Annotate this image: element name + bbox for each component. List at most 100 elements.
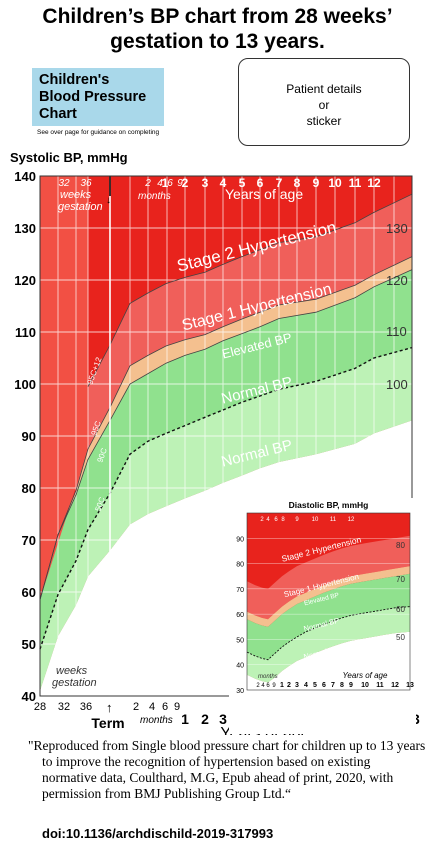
top-year-tick: 7 (276, 176, 283, 190)
year-tick: 2 (201, 711, 209, 727)
bottom-gestation-label: gestation (52, 677, 97, 689)
y-tick-label: 80 (22, 481, 36, 496)
right-reference-label: 130 (386, 221, 408, 236)
inset-year-tick: 4 (304, 682, 308, 689)
y-tick-label: 60 (22, 585, 36, 600)
year-tick: 3 (219, 711, 227, 727)
y-tick-label: 130 (14, 221, 36, 236)
top-year-tick: 9 (313, 176, 320, 190)
inset-year-tick: 11 (376, 682, 384, 689)
inset-year-tick: 5 (313, 682, 317, 689)
inset-year-tick: 3 (295, 682, 299, 689)
y-tick-label: 120 (14, 273, 36, 288)
inset-y-tick: 50 (236, 637, 244, 644)
chart-logo: Children's Blood Pressure Chart (32, 68, 164, 126)
patient-details-text: Patient details or sticker (286, 82, 362, 128)
top-year-tick: 2 (182, 176, 189, 190)
page-title: Children’s BP chart from 28 weeks’ gesta… (42, 5, 393, 53)
year-tick: 1 (181, 711, 189, 727)
inset-year-tick: 6 (322, 682, 326, 689)
y-tick-label: 50 (22, 637, 36, 652)
inset-year-tick: 9 (349, 682, 353, 689)
logo-guidance: See over page for guidance on completing (37, 129, 160, 136)
stage1-zone (40, 194, 412, 600)
series-95c12-line (87, 193, 413, 387)
bottom-months-label: months (140, 715, 173, 726)
y-tick-label: 140 (14, 169, 36, 184)
inset-year-tick: 10 (361, 682, 369, 689)
plot-frame (39, 175, 413, 697)
inset-top-tick: 2 (260, 517, 264, 523)
top-year-tick: 10 (328, 176, 342, 190)
top-month-tick: 9 (177, 178, 183, 189)
inset-year-tick: 2 (287, 682, 291, 689)
series-90c-line (39, 269, 413, 600)
y-axis-label: Systolic BP, mmHg (10, 150, 128, 165)
inset-x-axis-label: Years of age (343, 671, 388, 680)
inset-frame (246, 512, 411, 691)
citation: "Reproduced from Single blood pressure c… (28, 738, 428, 802)
inset-months-label: months (258, 674, 278, 680)
inset-year-tick: 8 (340, 682, 344, 689)
top-year-tick: 5 (239, 176, 246, 190)
series-95c-line (39, 256, 413, 600)
top-year-tick: 12 (367, 176, 381, 190)
gestation-tick: 28 (34, 701, 46, 713)
top-gestation-tick: 36 (80, 178, 92, 189)
inset-y-tick: 30 (236, 688, 244, 695)
inset-top-tick: 6 (274, 517, 278, 523)
logo-text: Children's Blood Pressure Chart (39, 72, 147, 122)
top-month-tick: 4 (157, 178, 163, 189)
inset-right-label: 50 (396, 633, 405, 642)
inset-stage1-zone (247, 535, 410, 620)
inset-month-tick: 6 (266, 683, 270, 689)
top-weeks-label: weeks (60, 189, 92, 201)
y-tick-label: 110 (15, 325, 36, 340)
y-tick-label: 70 (22, 533, 36, 548)
gestation-tick: 32 (58, 701, 70, 713)
inset-right-label: 80 (396, 541, 405, 550)
inset-series-50c-line (246, 606, 411, 661)
top-gestation-tick: 32 (58, 178, 70, 189)
top-year-tick: 3 (202, 176, 209, 190)
inset-y-tick: 60 (236, 612, 244, 619)
inset-year-tick: 1 (280, 682, 284, 689)
y-tick-label: 40 (22, 689, 36, 704)
y-tick-label: 100 (14, 377, 36, 392)
inset-year-tick: 12 (391, 682, 399, 689)
term-label: Term (91, 715, 124, 731)
normal-zone-lower (40, 347, 412, 691)
inset-normal-zone-lower (247, 606, 410, 683)
doi: doi:10.1136/archdischild-2019-317993 (42, 826, 274, 841)
inset-year-tick: 7 (331, 682, 335, 689)
top-months-label: months (138, 191, 171, 202)
term-arrow-tip: ↓ (106, 195, 111, 206)
inset-y-tick: 70 (236, 587, 244, 594)
inset-y-tick: 40 (236, 663, 244, 670)
top-year-tick: 1 (162, 176, 169, 190)
inset-top-tick: 4 (266, 517, 270, 523)
inset-month-tick: 9 (272, 683, 276, 689)
citation-text: "Reproduced from Single blood pressure c… (28, 738, 426, 801)
gestation-tick: 36 (80, 701, 92, 713)
right-reference-label: 110 (386, 324, 407, 339)
inset-elevated-zone (247, 566, 410, 627)
top-axis-label: Years of age (225, 186, 303, 202)
month-tick: 9 (174, 701, 180, 713)
top-year-tick: 11 (349, 176, 362, 190)
bottom-weeks-label: weeks (56, 665, 88, 677)
month-tick: 2 (133, 701, 139, 713)
top-month-tick: 6 (167, 178, 173, 189)
inset-top-tick: 11 (330, 517, 337, 523)
patient-details-box[interactable]: Patient details or sticker (238, 58, 410, 146)
y-tick-label: 90 (22, 429, 36, 444)
top-gestation-label: gestation (58, 201, 103, 213)
inset-month-tick: 4 (261, 683, 265, 689)
right-reference-label: 120 (386, 273, 408, 288)
inset-month-tick: 2 (256, 683, 260, 689)
right-reference-label: 100 (386, 377, 408, 392)
top-year-tick: 8 (294, 176, 301, 190)
inset-year-tick: 13 (406, 682, 414, 689)
